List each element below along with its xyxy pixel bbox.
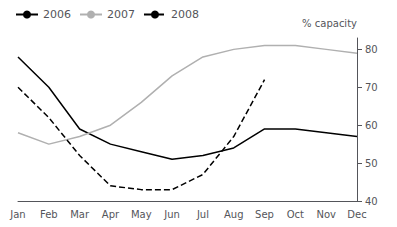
svg-text:May: May bbox=[131, 209, 152, 220]
svg-text:Jul: Jul bbox=[196, 209, 209, 220]
svg-text:Oct: Oct bbox=[287, 209, 304, 220]
svg-text:Feb: Feb bbox=[40, 209, 58, 220]
svg-text:Mar: Mar bbox=[70, 209, 90, 220]
svg-text:Aug: Aug bbox=[224, 209, 244, 220]
svg-text:2006: 2006 bbox=[43, 8, 71, 21]
svg-text:50: 50 bbox=[365, 158, 378, 169]
svg-text:60: 60 bbox=[365, 120, 378, 131]
svg-text:Jun: Jun bbox=[163, 209, 180, 220]
svg-text:Apr: Apr bbox=[102, 209, 120, 220]
svg-text:70: 70 bbox=[365, 82, 378, 93]
svg-text:2007: 2007 bbox=[107, 8, 135, 21]
svg-text:40: 40 bbox=[365, 196, 378, 207]
svg-text:Nov: Nov bbox=[316, 209, 336, 220]
svg-text:Sep: Sep bbox=[255, 209, 274, 220]
svg-text:80: 80 bbox=[365, 44, 378, 55]
svg-text:Dec: Dec bbox=[347, 209, 366, 220]
svg-text:2008: 2008 bbox=[171, 8, 199, 21]
svg-text:Jan: Jan bbox=[9, 209, 25, 220]
svg-text:% capacity: % capacity bbox=[302, 18, 357, 29]
